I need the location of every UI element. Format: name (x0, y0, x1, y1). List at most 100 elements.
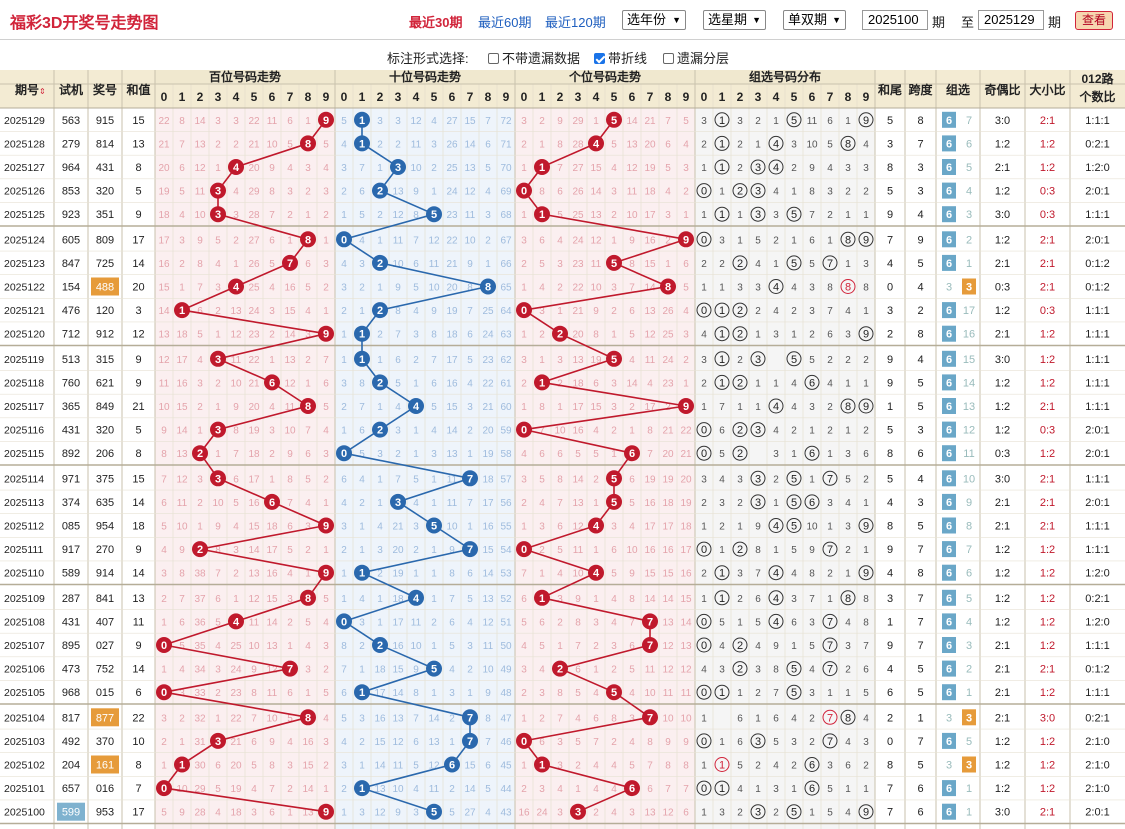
recent-60-link[interactable]: 最近60期 (478, 15, 532, 30)
group3-cell: 3 (966, 760, 972, 772)
route-cell: 1:1:1 (1085, 473, 1109, 485)
group-miss: 1 (773, 498, 779, 509)
recent-120-link[interactable]: 最近120期 (545, 15, 606, 30)
tens-miss: 1 (377, 355, 383, 366)
ones-ball (606, 493, 622, 510)
hundreds-miss: 8 (179, 116, 185, 127)
big-small-cell: 0:3 (1040, 425, 1055, 437)
tens-miss: 3 (467, 402, 473, 413)
hundreds-miss: 10 (230, 378, 242, 389)
sum-cell: 7 (135, 783, 141, 795)
group3-cell: 4 (966, 616, 972, 628)
group-miss: 3 (845, 641, 851, 652)
sum-cell: 8 (135, 448, 141, 460)
hundreds-miss: 4 (305, 641, 311, 652)
prize-header: 奖号 (93, 82, 117, 97)
route-cell: 0:1:2 (1085, 664, 1109, 676)
group-miss: 1 (791, 641, 797, 652)
group-miss: 3 (737, 283, 743, 294)
hundreds-miss: 23 (248, 330, 260, 341)
hundreds-ball (264, 374, 280, 391)
group-digit-circle (732, 374, 748, 390)
group3-cell: 1 (966, 807, 972, 819)
ones-miss: 19 (680, 498, 692, 509)
group-digit-circle (840, 709, 856, 725)
hundreds-ball-digit: 9 (323, 115, 329, 127)
ones-ball (516, 541, 532, 558)
hundreds-miss: 16 (176, 378, 188, 389)
ones-miss: 18 (644, 187, 656, 198)
hundreds-miss: 7 (323, 355, 329, 366)
tens-miss: 19 (446, 306, 458, 317)
group-miss: 1 (701, 163, 707, 174)
digit-header: 8 (845, 90, 852, 104)
hundreds-miss: 10 (158, 402, 170, 413)
from-issue-input[interactable]: 2025100 (862, 10, 928, 30)
hundreds-miss: 4 (215, 641, 221, 652)
odd-even-cell: 2:1 (995, 329, 1010, 341)
zone-header-bg (695, 70, 875, 84)
group-miss: 1 (755, 713, 761, 724)
digit-header: 3 (575, 90, 582, 104)
no-miss-data-option[interactable]: 不带遗漏数据 (488, 48, 580, 67)
ones-ball (516, 302, 532, 319)
ones-miss: 26 (572, 187, 584, 198)
prize-cell: 407 (96, 616, 114, 628)
hundreds-ball (318, 517, 334, 534)
hundreds-miss: 3 (287, 761, 293, 772)
ones-miss: 5 (575, 449, 581, 460)
checkbox-icon[interactable] (663, 53, 674, 64)
group-digit-circle (768, 159, 784, 175)
checkbox-checked-icon[interactable] (594, 53, 605, 64)
issue-cell: 2025122 (4, 282, 45, 294)
group-digit: 1 (719, 209, 725, 221)
recent-30-link[interactable]: 最近30期 (409, 15, 463, 30)
ones-miss: 7 (557, 713, 563, 724)
ones-ball (606, 470, 622, 487)
tens-header: 十位号码走势 (389, 70, 461, 84)
group6-cell: 6 (946, 138, 952, 150)
ones-miss: 19 (644, 163, 656, 174)
tens-miss: 14 (464, 784, 476, 795)
route-cell: 1:2:0 (1085, 568, 1109, 580)
parity-select[interactable]: 单双期 ▼ (783, 10, 846, 30)
sum-tail-cell: 8 (887, 521, 893, 533)
group-digit: 1 (719, 354, 725, 366)
weekday-select[interactable]: 选星期 ▼ (703, 10, 766, 30)
hundreds-miss: 4 (305, 306, 311, 317)
tens-miss: 14 (464, 139, 476, 150)
prize-cell: 351 (96, 209, 114, 221)
hundreds-miss: 1 (215, 330, 221, 341)
span-cell: 7 (917, 736, 923, 748)
hundreds-ball (210, 350, 226, 367)
digit-header: 6 (449, 90, 456, 104)
group-miss: 5 (827, 784, 833, 795)
tens-miss: 8 (359, 378, 365, 389)
tens-miss: 18 (392, 594, 404, 605)
group-miss: 5 (755, 235, 761, 246)
query-button[interactable]: 查看 (1075, 11, 1113, 30)
to-issue-input[interactable]: 2025129 (978, 10, 1044, 30)
hundreds-ball (192, 445, 208, 462)
polyline-option[interactable]: 带折线 (594, 48, 647, 67)
ones-miss: 8 (647, 737, 653, 748)
tens-miss: 15 (464, 761, 476, 772)
ones-miss: 14 (626, 116, 638, 127)
tens-miss: 11 (447, 474, 458, 485)
ones-miss: 4 (539, 665, 545, 676)
sum-cell: 15 (132, 115, 144, 127)
hundreds-trend-line (162, 119, 329, 813)
hundreds-miss: 1 (197, 522, 203, 533)
tens-miss: 17 (446, 355, 458, 366)
tens-miss: 1 (431, 594, 437, 605)
hundreds-miss: 1 (287, 808, 293, 819)
year-select[interactable]: 选年份 ▼ (622, 10, 686, 30)
tens-miss: 22 (482, 378, 494, 389)
group-miss: 1 (755, 139, 761, 150)
hundreds-miss: 2 (287, 210, 293, 221)
miss-layer-option[interactable]: 遗漏分层 (663, 48, 729, 67)
checkbox-icon[interactable] (488, 53, 499, 64)
prize-cell: 814 (96, 138, 114, 150)
hundreds-miss: 3 (323, 737, 329, 748)
tens-miss: 3 (431, 449, 437, 460)
